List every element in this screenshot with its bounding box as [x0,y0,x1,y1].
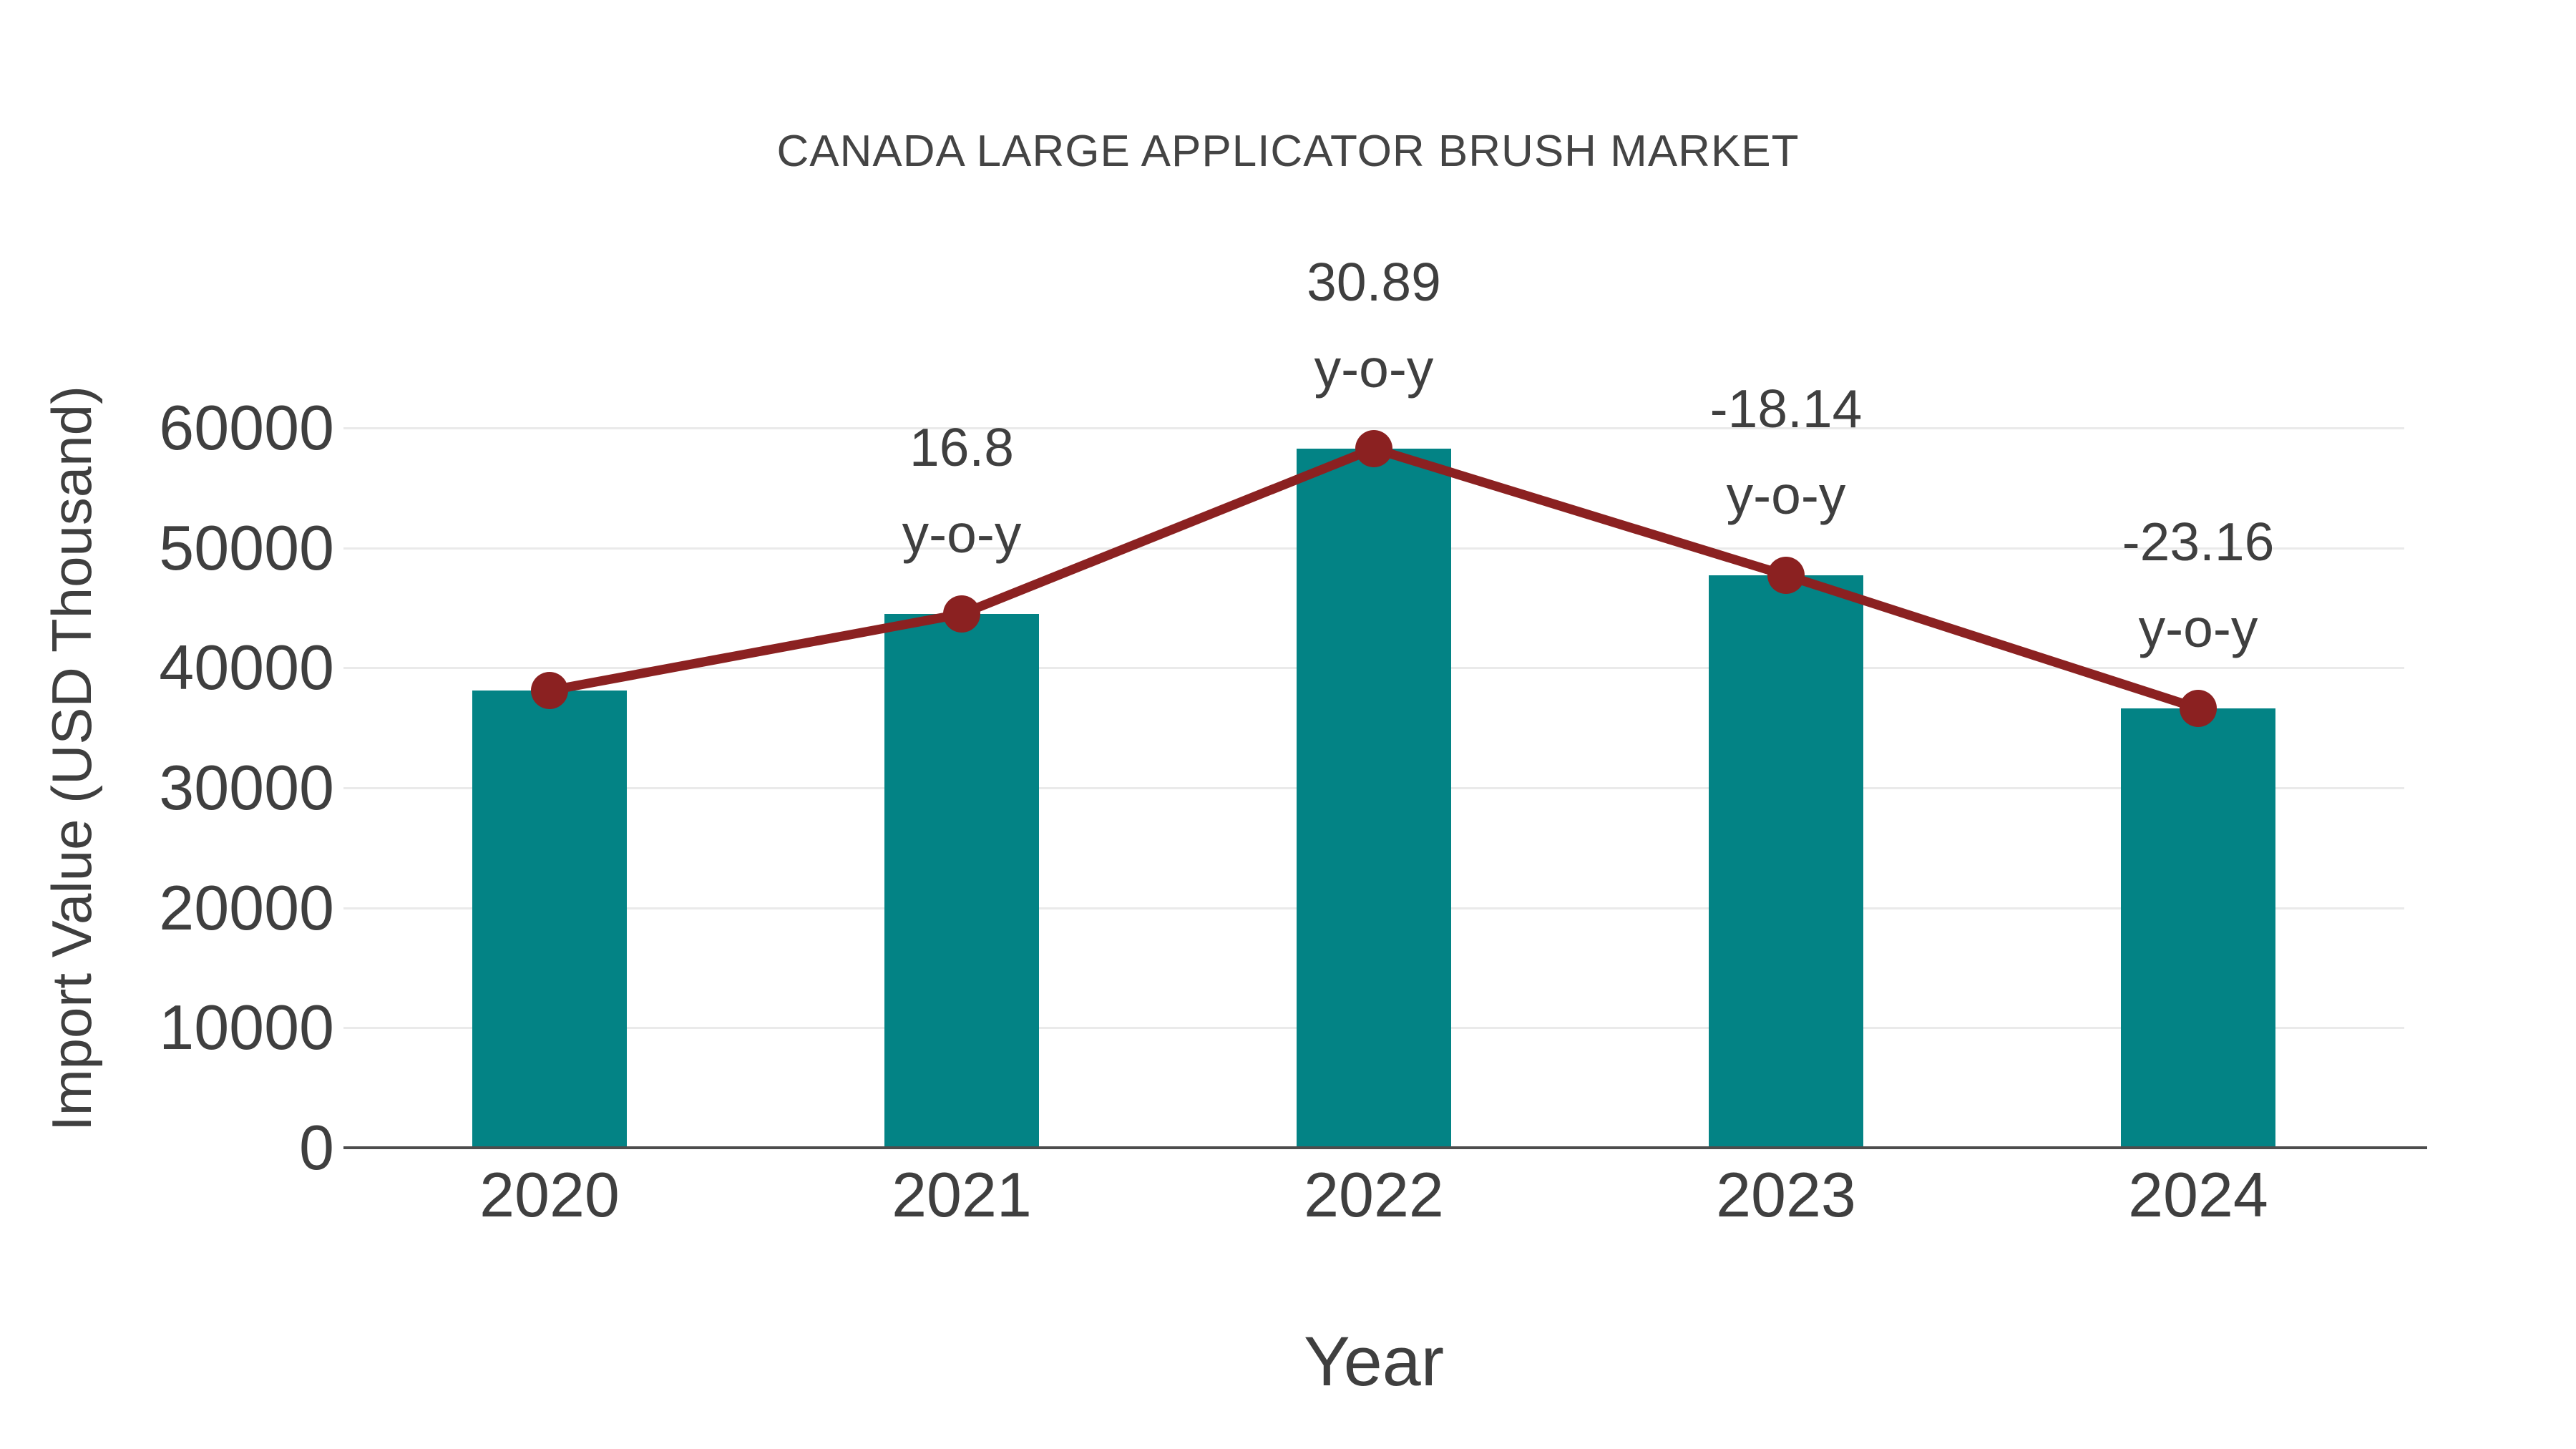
trend-marker-2020 [531,672,568,709]
y-tick-label-10000: 10000 [159,992,334,1063]
bar-2024 [2121,708,2275,1148]
x-tick-label-2024: 2024 [2128,1159,2268,1230]
y-tick-label-30000: 30000 [159,752,334,823]
yoy-suffix-2021: y-o-y [902,504,1022,564]
x-tick-label-2020: 2020 [479,1159,620,1230]
yoy-suffix-2022: y-o-y [1314,338,1434,399]
trend-marker-2023 [1767,557,1805,594]
bar-2022 [1297,449,1451,1148]
gridline-60000 [343,427,2404,429]
x-axis-title: Year [1304,1322,1444,1400]
trend-marker-2022 [1355,430,1392,467]
x-tick-label-2022: 2022 [1304,1159,1444,1230]
bar-2023 [1709,575,1863,1148]
x-tick-label-2023: 2023 [1716,1159,1856,1230]
yoy-value-2024: -23.16 [2122,512,2275,572]
x-tick-label-2021: 2021 [892,1159,1032,1230]
trend-marker-2024 [2180,690,2217,727]
y-tick-label-40000: 40000 [159,632,334,703]
trend-marker-2021 [943,595,980,633]
y-tick-label-20000: 20000 [159,872,334,943]
y-tick-label-50000: 50000 [159,512,334,583]
yoy-value-2021: 16.8 [909,417,1014,477]
x-axis-line [343,1146,2427,1149]
yoy-suffix-2023: y-o-y [1726,465,1846,525]
y-tick-label-60000: 60000 [159,392,334,463]
yoy-value-2023: -18.14 [1709,379,1863,439]
chart-title: CANADA LARGE APPLICATOR BRUSH MARKET [776,127,1800,176]
yoy-suffix-2024: y-o-y [2138,598,2258,658]
bar-2020 [472,691,627,1148]
y-tick-label-0: 0 [299,1112,334,1183]
bar-2021 [884,614,1039,1148]
yoy-value-2022: 30.89 [1307,252,1441,312]
